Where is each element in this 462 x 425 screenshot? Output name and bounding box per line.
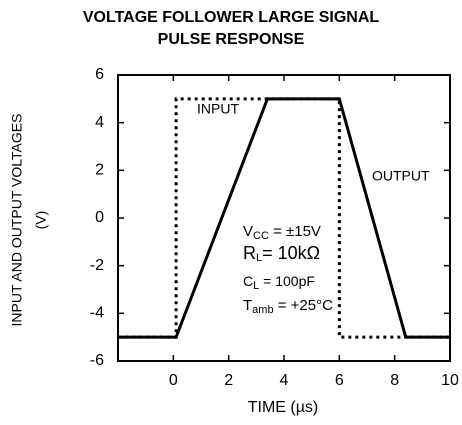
y-axis-label: (V) <box>33 211 49 230</box>
condition: VCC = ±15V <box>243 223 321 242</box>
y-tick-label: 0 <box>95 209 104 226</box>
y-tick-label: 4 <box>95 114 104 131</box>
series-line <box>118 97 450 339</box>
condition-value: = ±15V <box>269 223 321 240</box>
x-tick-label: 10 <box>441 372 459 389</box>
label-bg <box>195 101 253 119</box>
x-tick-label: 4 <box>280 372 289 389</box>
condition-symbol: T <box>243 297 252 314</box>
condition-value: = 100pF <box>259 273 315 289</box>
series-label: OUTPUT <box>372 168 430 184</box>
x-tick-label: 0 <box>169 372 178 389</box>
x-tick-label: 2 <box>224 372 233 389</box>
y-tick-label: 2 <box>95 162 104 179</box>
condition-symbol: V <box>243 223 253 240</box>
condition-symbol: R <box>243 243 256 263</box>
series-line <box>118 97 450 339</box>
condition: RL= 10kΩ <box>243 243 320 264</box>
y-tick-label: -2 <box>90 257 104 274</box>
condition-subscript: amb <box>252 304 273 316</box>
y-tick-label: 6 <box>95 66 104 83</box>
x-tick-label: 6 <box>335 372 344 389</box>
condition-value: = +25°C <box>274 297 334 314</box>
condition-subscript: L <box>253 280 259 292</box>
y-axis-label: INPUT AND OUTPUT VOLTAGES <box>9 114 25 327</box>
condition: CL = 100pF <box>243 273 315 292</box>
chart-title: PULSE RESPONSE <box>158 31 305 48</box>
condition-subscript: CC <box>253 230 269 242</box>
x-tick-label: 8 <box>390 372 399 389</box>
series-label: INPUT <box>197 101 239 117</box>
chart-title: VOLTAGE FOLLOWER LARGE SIGNAL <box>83 9 380 26</box>
condition-symbol: C <box>243 273 253 289</box>
condition-value: = 10kΩ <box>262 243 320 263</box>
condition-subscript: L <box>256 252 262 264</box>
y-tick-label: -4 <box>90 305 104 322</box>
condition: Tamb = +25°C <box>243 297 333 316</box>
x-axis-label: TIME (µs) <box>248 399 319 416</box>
label-bg <box>370 168 442 186</box>
y-tick-label: -6 <box>90 352 104 369</box>
